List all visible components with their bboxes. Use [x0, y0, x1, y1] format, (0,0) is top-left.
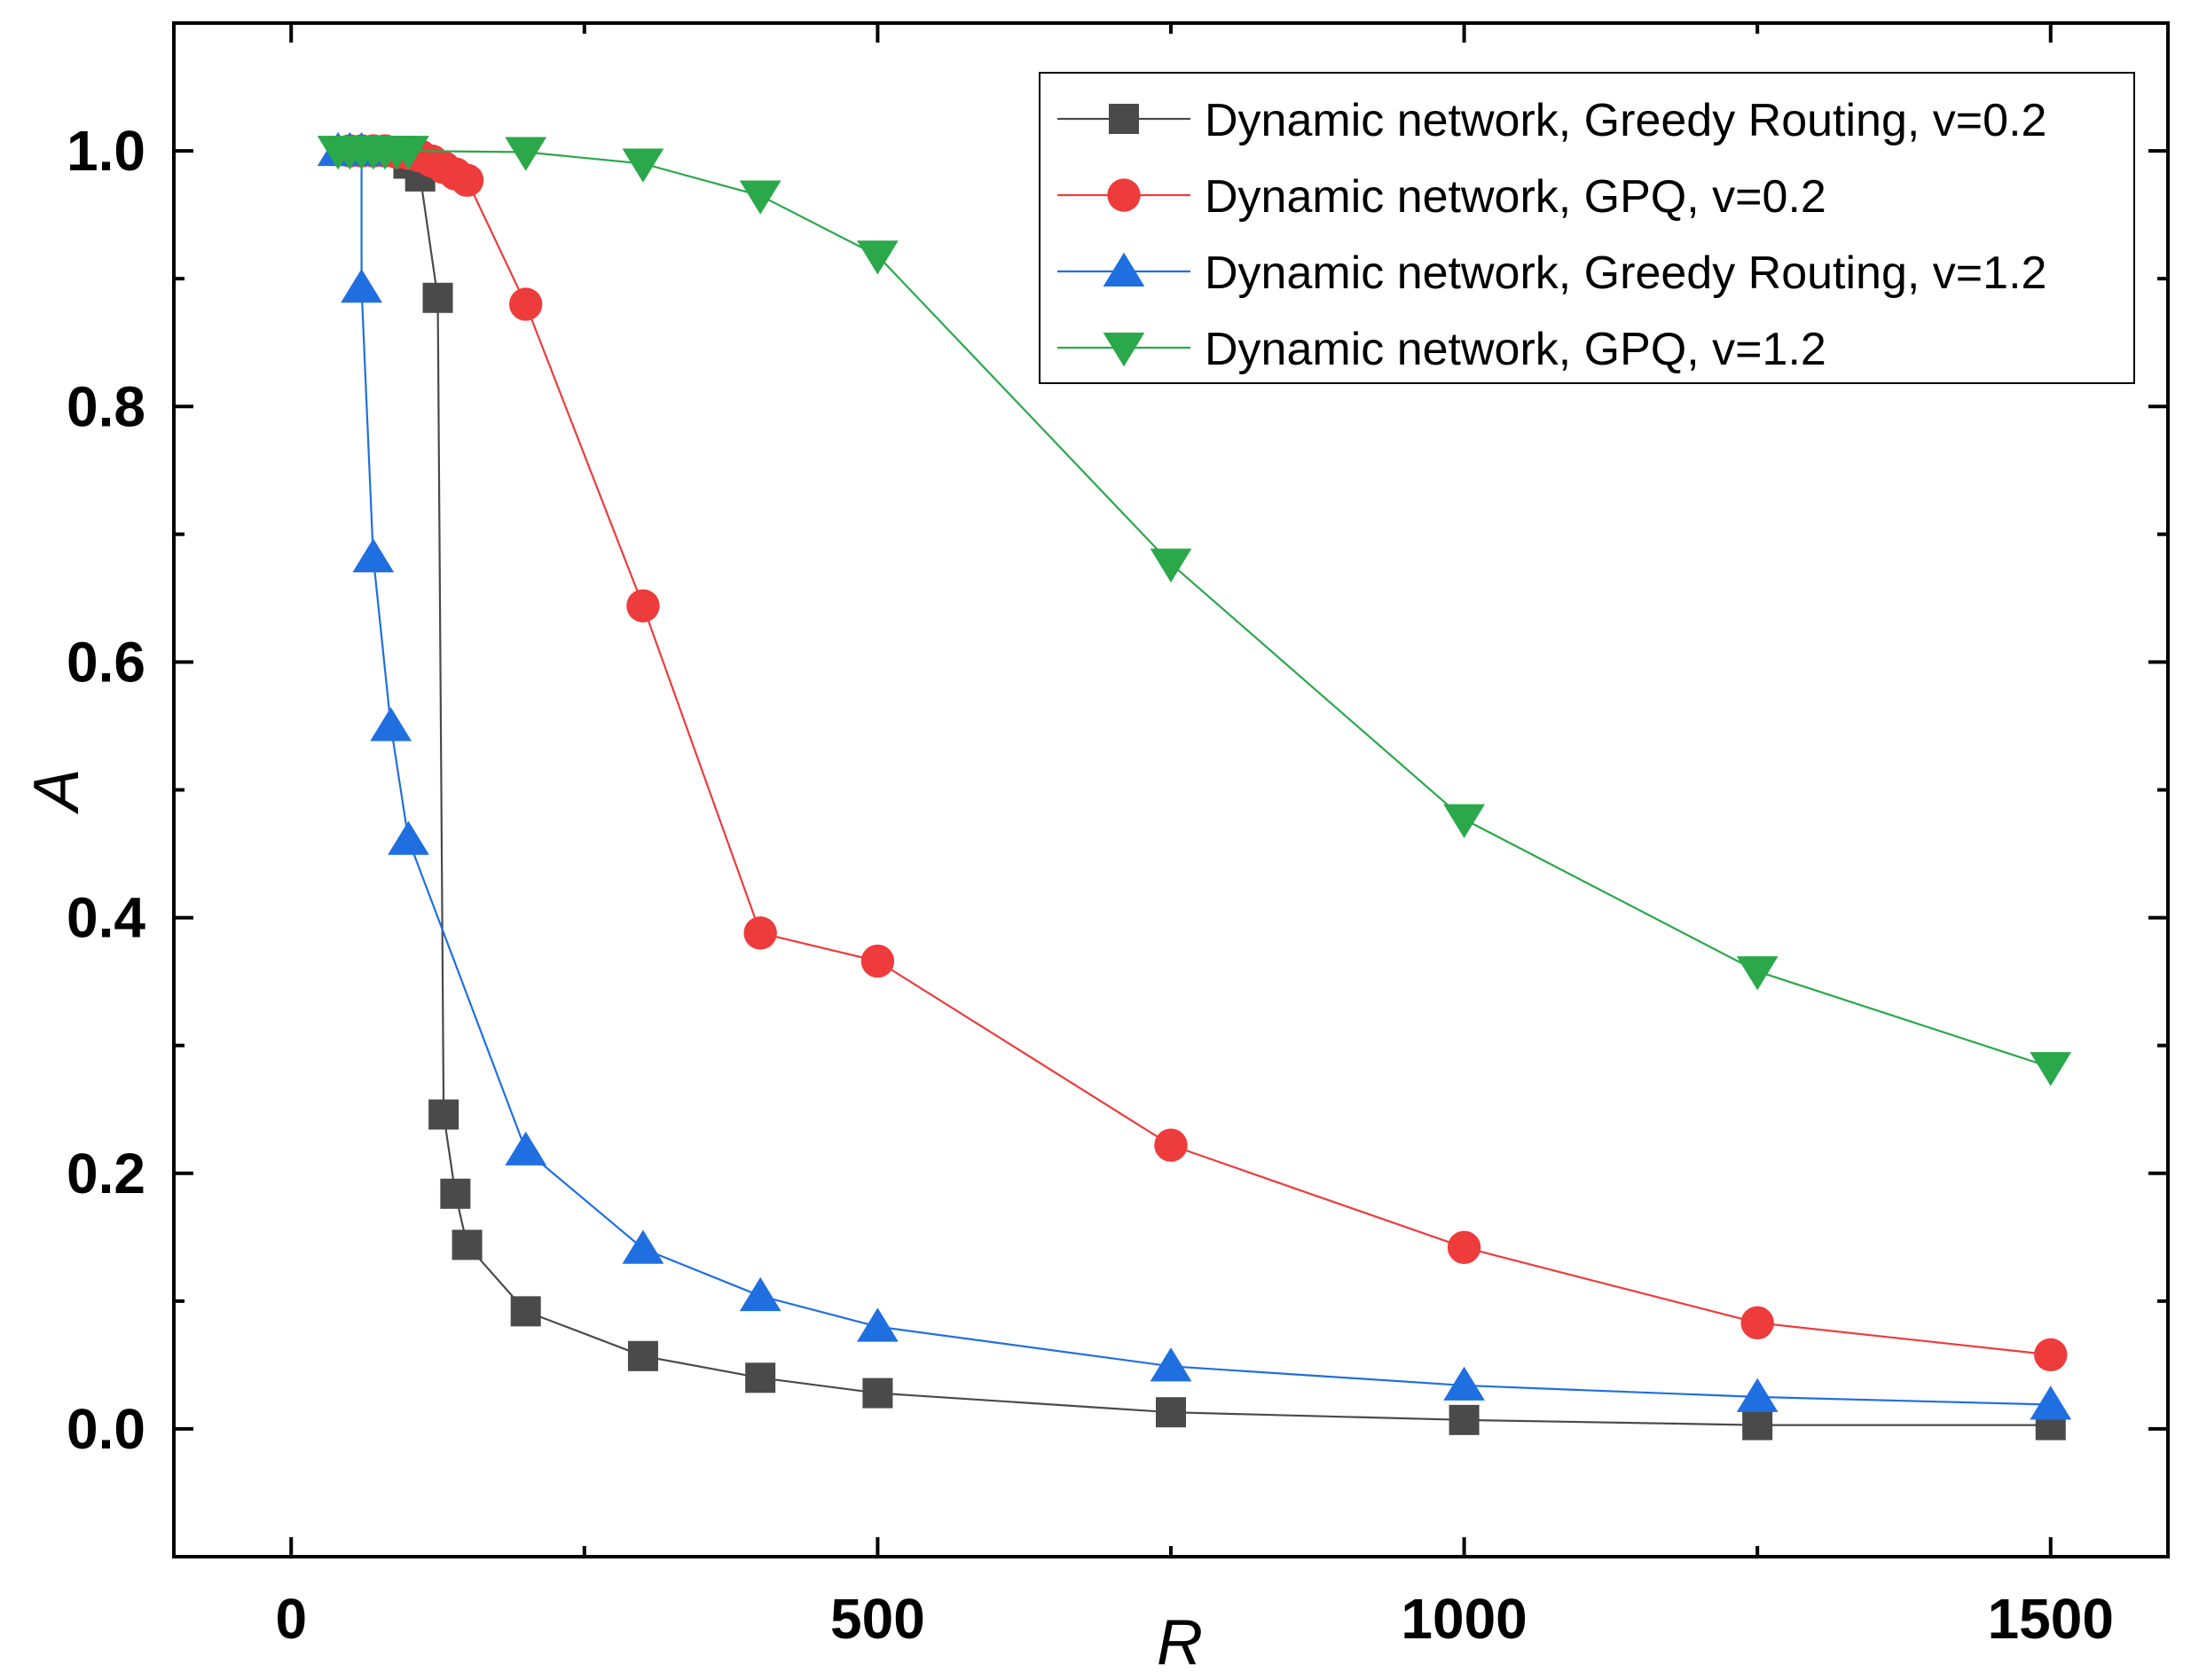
data-point [857, 240, 899, 275]
y-tick-label: 0.6 [67, 630, 145, 694]
data-point [1150, 1347, 1192, 1382]
data-point [626, 589, 660, 623]
data-point [505, 137, 547, 171]
data-point [2034, 1338, 2068, 1372]
data-point [1443, 804, 1485, 838]
series-3 [317, 131, 2072, 1420]
data-point [388, 820, 429, 855]
data-point [452, 1229, 483, 1260]
data-point [743, 916, 777, 950]
y-tick-label: 0.2 [67, 1142, 145, 1205]
y-tick-label: 1.0 [67, 119, 145, 183]
data-point [341, 269, 382, 303]
data-point [1150, 548, 1192, 583]
series-layer [317, 131, 2072, 1441]
data-point [862, 1378, 893, 1409]
data-point [505, 1131, 547, 1166]
data-point [1449, 1404, 1480, 1435]
data-point [857, 1307, 899, 1342]
data-point [1156, 1397, 1186, 1428]
legend-entry: Dynamic network, GPQ, v=0.2 [1057, 171, 1826, 223]
data-point [2030, 1052, 2072, 1087]
x-tick-label: 1500 [1988, 1587, 2114, 1651]
data-point [1742, 1409, 1773, 1441]
x-tick-label: 1000 [1401, 1587, 1527, 1651]
data-point [370, 707, 412, 742]
legend-marker [1109, 104, 1139, 134]
data-point [622, 148, 664, 183]
data-point [440, 1178, 471, 1209]
x-axis-title: R [1157, 1607, 1203, 1678]
series-4 [317, 136, 2072, 1087]
data-point [622, 1229, 664, 1264]
legend-marker [1103, 252, 1145, 287]
legend-label: Dynamic network, GPQ, v=0.2 [1205, 171, 1826, 223]
y-tick-label: 0.0 [67, 1397, 145, 1461]
x-tick-label: 500 [830, 1587, 925, 1651]
data-point [1740, 1306, 1774, 1340]
data-point [352, 538, 395, 573]
legend: Dynamic network, Greedy Routing, v=0.2 Dy… [1039, 72, 2135, 384]
y-axis-title: A [21, 768, 92, 814]
legend-entry: Dynamic network, Greedy Routing, v=0.2 [1057, 95, 2046, 146]
data-point [627, 1340, 658, 1371]
legend-label: Dynamic network, Greedy Routing, v=0.2 [1205, 95, 2046, 146]
x-tick-label: 0 [275, 1587, 307, 1651]
y-tick-label: 0.4 [67, 886, 145, 950]
data-point [1736, 1378, 1779, 1412]
data-point [2030, 1386, 2072, 1420]
data-point [739, 180, 781, 215]
data-point [422, 282, 453, 313]
data-point [1447, 1230, 1481, 1265]
data-point [428, 1099, 459, 1130]
legend-entry: Dynamic network, GPQ, v=1.2 [1057, 324, 1826, 375]
data-point [509, 287, 543, 321]
data-point [1736, 956, 1779, 991]
data-point [388, 136, 429, 170]
data-point [739, 1276, 781, 1312]
legend-marker [1103, 333, 1145, 367]
legend-box [1039, 72, 2135, 384]
y-tick-label: 0.8 [67, 374, 145, 438]
axis-tick-labels: 0 500 1000 1500 0.0 0.2 0.4 0.6 0.8 1.0 [67, 119, 2114, 1651]
data-point [510, 1296, 541, 1327]
legend-label: Dynamic network, GPQ, v=1.2 [1205, 324, 1826, 375]
legend-marker [1107, 178, 1141, 212]
data-point [860, 944, 895, 978]
legend-entry: Dynamic network, Greedy Routing, v=1.2 [1057, 247, 2046, 299]
data-point [450, 163, 484, 197]
axis-ticks [174, 23, 2168, 1557]
data-point [1154, 1128, 1188, 1162]
legend-label: Dynamic network, Greedy Routing, v=1.2 [1205, 247, 2046, 299]
data-point [745, 1362, 776, 1393]
data-point [1443, 1366, 1485, 1401]
